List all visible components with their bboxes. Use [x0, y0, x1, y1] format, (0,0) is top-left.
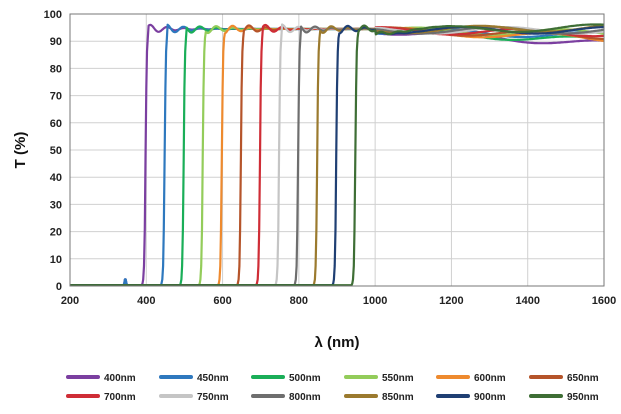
legend-label: 750nm [197, 392, 229, 403]
legend-label: 600nm [474, 373, 506, 384]
y-tick-label: 80 [50, 63, 62, 75]
y-tick-label: 100 [44, 9, 62, 21]
legend-label: 450nm [197, 373, 229, 384]
legend-label: 900nm [474, 392, 506, 403]
y-tick-label: 40 [50, 172, 62, 184]
series-line-900nm [69, 24, 605, 287]
y-tick-label: 60 [50, 118, 62, 130]
legend-label: 550nm [382, 373, 414, 384]
y-tick-label: 90 [50, 36, 62, 48]
legend-label: 400nm [104, 373, 136, 384]
legend-label: 700nm [104, 392, 136, 403]
y-tick-label: 10 [50, 254, 62, 266]
y-tick-label: 20 [50, 227, 62, 239]
y-tick-label: 30 [50, 199, 62, 211]
legend-label: 650nm [567, 373, 599, 384]
series-layer [69, 23, 605, 287]
series-line-950nm [69, 23, 605, 287]
y-tick-label: 0 [56, 281, 62, 293]
y-axis-title: T (%) [12, 132, 29, 169]
legend: 400nm 450nm 500nm 550nm 600nm 650nm 700nm 750nm… [66, 373, 599, 403]
y-tick-labels: 0 10 20 30 40 50 60 70 80 90 100 [44, 9, 62, 293]
plot-frame [69, 13, 605, 287]
x-tick-label: 1200 [439, 295, 463, 307]
y-tick-label: 50 [50, 145, 62, 157]
x-tick-label: 1600 [592, 295, 616, 307]
x-tick-label: 800 [290, 295, 308, 307]
x-tick-label: 1000 [363, 295, 387, 307]
legend-label: 800nm [289, 392, 321, 403]
x-tick-label: 400 [137, 295, 155, 307]
legend-label: 950nm [567, 392, 599, 403]
x-tick-label: 600 [213, 295, 231, 307]
x-axis-title: λ (nm) [315, 334, 360, 351]
legend-label: 500nm [289, 373, 321, 384]
x-tick-label: 1400 [515, 295, 539, 307]
x-tick-label: 200 [61, 295, 79, 307]
x-tick-labels: 200 400 600 800 1000 1200 1400 1600 [61, 295, 616, 307]
y-tick-label: 70 [50, 91, 62, 103]
legend-label: 850nm [382, 392, 414, 403]
